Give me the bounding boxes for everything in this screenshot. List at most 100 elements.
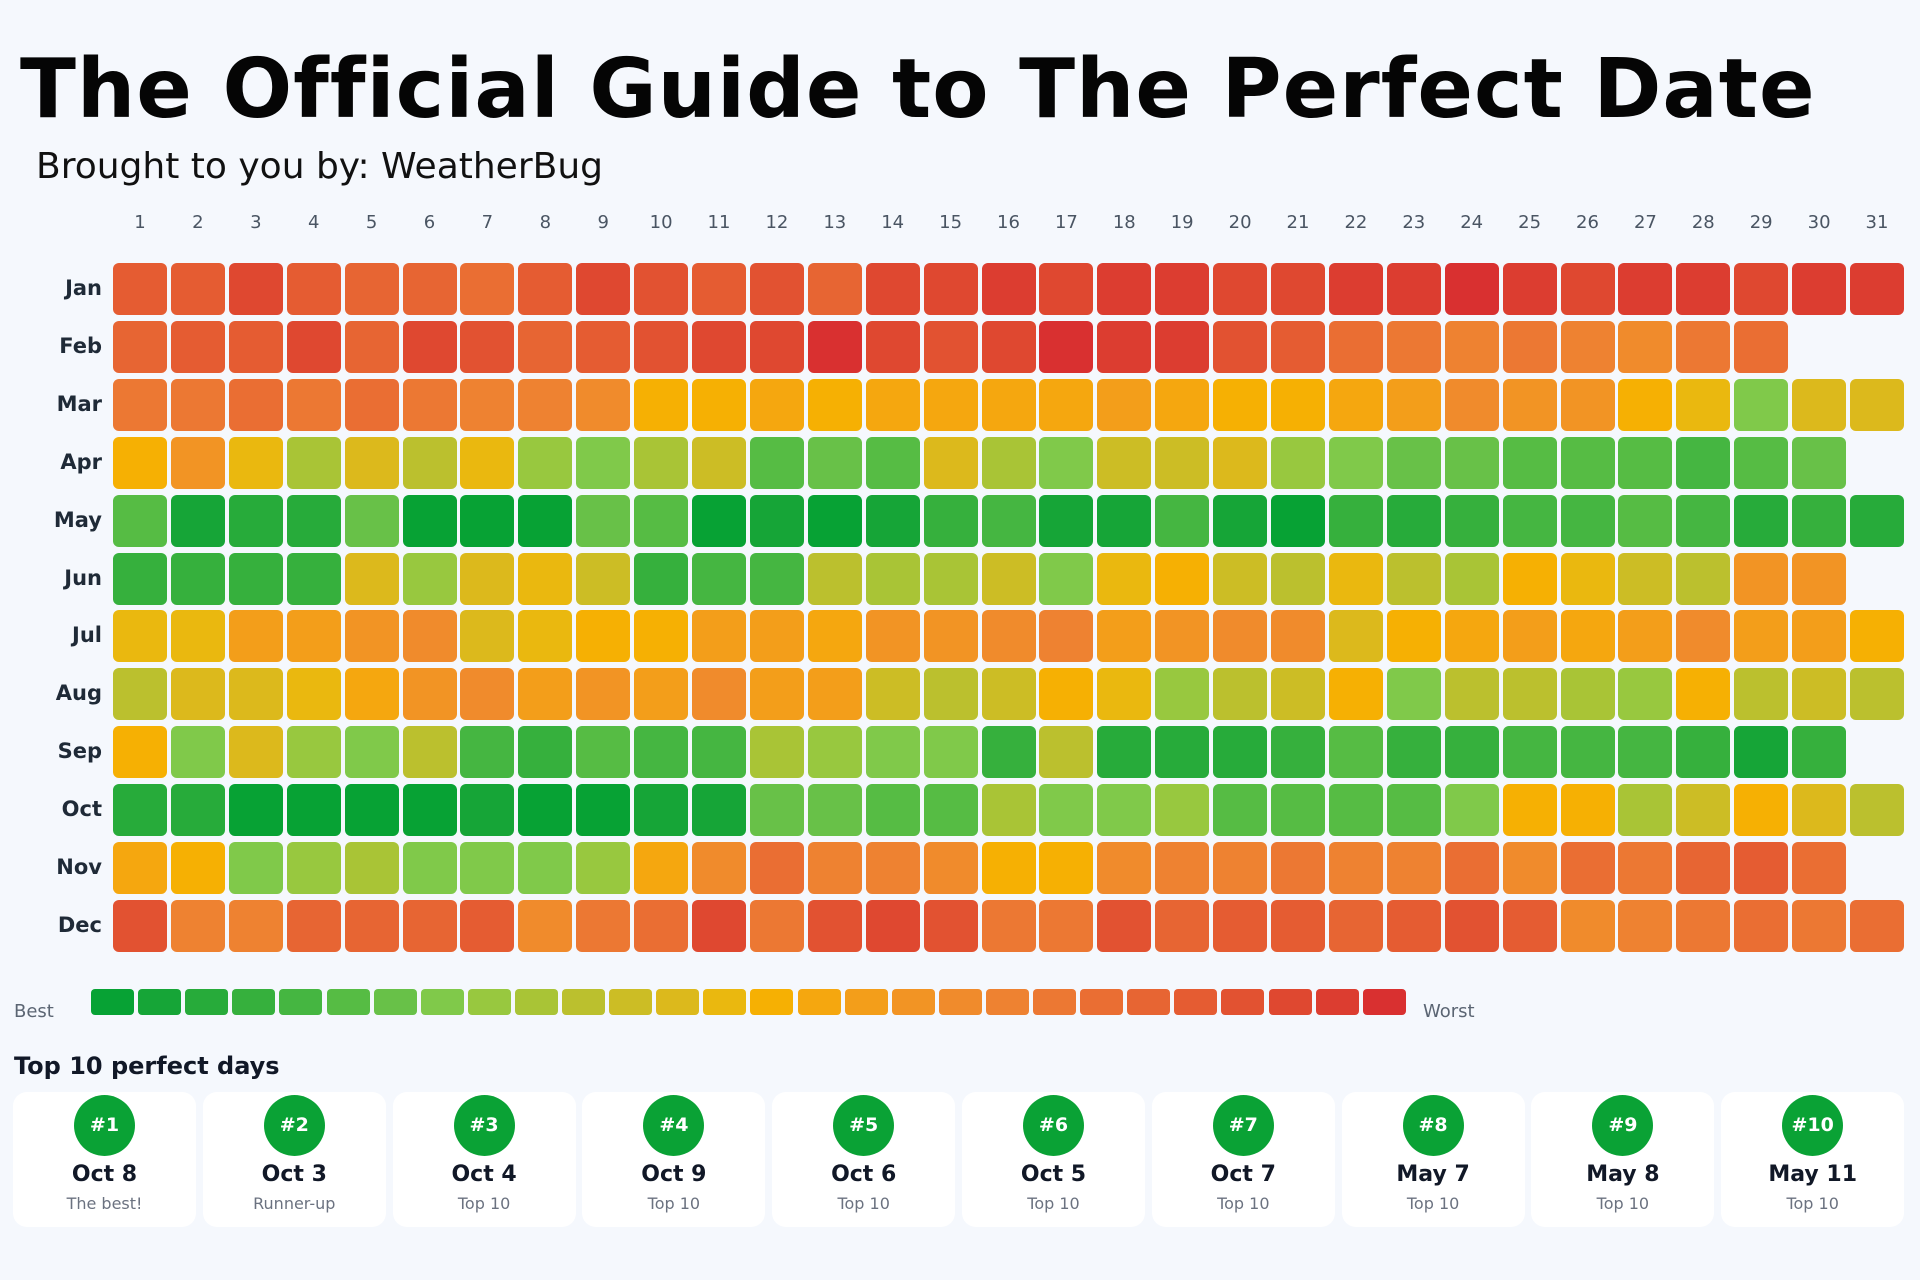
heatmap-cell[interactable] [1792, 552, 1847, 605]
heatmap-cell[interactable] [402, 726, 457, 779]
heatmap-cell[interactable] [1792, 436, 1847, 489]
heatmap-cell[interactable] [692, 263, 746, 315]
heatmap-cell[interactable] [576, 494, 631, 547]
heatmap-cell[interactable] [1386, 263, 1441, 315]
heatmap-cell[interactable] [1097, 784, 1152, 837]
heatmap-cell[interactable] [170, 899, 225, 952]
heatmap-cell[interactable] [1792, 726, 1847, 779]
heatmap-cell[interactable] [402, 263, 457, 315]
heatmap-cell[interactable] [749, 436, 804, 489]
heatmap-cell[interactable] [807, 610, 862, 663]
heatmap-cell[interactable] [1618, 726, 1673, 779]
heatmap-cell[interactable] [1502, 494, 1557, 547]
heatmap-cell[interactable] [518, 726, 573, 779]
heatmap-cell[interactable] [1792, 842, 1847, 894]
heatmap-cell[interactable] [807, 436, 862, 489]
heatmap-cell[interactable] [923, 552, 978, 605]
heatmap-cell[interactable] [1039, 378, 1094, 431]
heatmap-cell[interactable] [1039, 263, 1094, 315]
heatmap-cell[interactable] [1155, 668, 1210, 721]
heatmap-cell[interactable] [518, 436, 573, 489]
heatmap-cell[interactable] [344, 726, 399, 779]
heatmap-cell[interactable] [1676, 436, 1731, 489]
heatmap-cell[interactable] [1618, 494, 1673, 547]
heatmap-cell[interactable] [1386, 378, 1441, 431]
heatmap-cell[interactable] [286, 436, 341, 489]
heatmap-cell[interactable] [1676, 842, 1731, 894]
heatmap-cell[interactable] [1618, 552, 1673, 605]
heatmap-cell[interactable] [1792, 784, 1847, 837]
heatmap-cell[interactable] [1155, 784, 1210, 837]
heatmap-cell[interactable] [113, 842, 167, 894]
heatmap-cell[interactable] [634, 378, 689, 431]
top-day-card[interactable]: #5 Oct 6 Top 10 [772, 1092, 956, 1227]
heatmap-cell[interactable] [981, 436, 1036, 489]
heatmap-cell[interactable] [1386, 320, 1441, 373]
heatmap-cell[interactable] [1328, 436, 1383, 489]
heatmap-cell[interactable] [1213, 784, 1268, 837]
heatmap-cell[interactable] [749, 899, 804, 952]
heatmap-cell[interactable] [1213, 494, 1268, 547]
heatmap-cell[interactable] [1618, 842, 1673, 894]
heatmap-cell[interactable] [1618, 263, 1673, 315]
heatmap-cell[interactable] [402, 842, 457, 894]
heatmap-cell[interactable] [634, 899, 689, 952]
heatmap-cell[interactable] [1676, 668, 1731, 721]
heatmap-cell[interactable] [1676, 263, 1731, 315]
heatmap-cell[interactable] [576, 610, 631, 663]
heatmap-cell[interactable] [981, 842, 1036, 894]
heatmap-cell[interactable] [1271, 726, 1325, 779]
heatmap-cell[interactable] [1328, 494, 1383, 547]
heatmap-cell[interactable] [1213, 552, 1268, 605]
heatmap-cell[interactable] [923, 263, 978, 315]
heatmap-cell[interactable] [1386, 842, 1441, 894]
heatmap-cell[interactable] [460, 784, 515, 837]
heatmap-cell[interactable] [923, 899, 978, 952]
heatmap-cell[interactable] [1734, 320, 1789, 373]
heatmap-cell[interactable] [1792, 899, 1847, 952]
heatmap-cell[interactable] [113, 726, 167, 779]
heatmap-cell[interactable] [402, 668, 457, 721]
heatmap-cell[interactable] [1676, 494, 1731, 547]
heatmap-cell[interactable] [634, 784, 689, 837]
heatmap-cell[interactable] [1039, 842, 1094, 894]
heatmap-cell[interactable] [923, 842, 978, 894]
top-day-card[interactable]: #10 May 11 Top 10 [1721, 1092, 1905, 1227]
heatmap-cell[interactable] [286, 842, 341, 894]
heatmap-cell[interactable] [1328, 610, 1383, 663]
heatmap-cell[interactable] [460, 263, 515, 315]
heatmap-cell[interactable] [1097, 842, 1152, 894]
heatmap-cell[interactable] [807, 899, 862, 952]
heatmap-cell[interactable] [1734, 726, 1789, 779]
heatmap-cell[interactable] [1271, 552, 1325, 605]
heatmap-cell[interactable] [1734, 610, 1789, 663]
top-day-card[interactable]: #6 Oct 5 Top 10 [962, 1092, 1145, 1227]
heatmap-cell[interactable] [344, 610, 399, 663]
top-day-card[interactable]: #4 Oct 9 Top 10 [582, 1092, 766, 1227]
heatmap-cell[interactable] [1444, 320, 1499, 373]
heatmap-cell[interactable] [692, 320, 746, 373]
heatmap-cell[interactable] [1097, 320, 1152, 373]
heatmap-cell[interactable] [344, 784, 399, 837]
top-day-card[interactable]: #7 Oct 7 Top 10 [1151, 1092, 1335, 1227]
heatmap-cell[interactable] [1444, 610, 1499, 663]
heatmap-cell[interactable] [1271, 668, 1325, 721]
heatmap-cell[interactable] [692, 842, 746, 894]
top-day-card[interactable]: #9 May 8 Top 10 [1531, 1092, 1715, 1227]
heatmap-cell[interactable] [518, 378, 573, 431]
heatmap-cell[interactable] [170, 263, 225, 315]
heatmap-cell[interactable] [1155, 263, 1210, 315]
heatmap-cell[interactable] [1039, 610, 1094, 663]
heatmap-cell[interactable] [634, 668, 689, 721]
heatmap-cell[interactable] [981, 726, 1036, 779]
heatmap-cell[interactable] [1560, 610, 1615, 663]
heatmap-cell[interactable] [518, 610, 573, 663]
heatmap-cell[interactable] [1039, 668, 1094, 721]
heatmap-cell[interactable] [1213, 726, 1268, 779]
heatmap-cell[interactable] [1097, 610, 1152, 663]
heatmap-cell[interactable] [1328, 726, 1383, 779]
heatmap-cell[interactable] [518, 320, 573, 373]
heatmap-cell[interactable] [1328, 784, 1383, 837]
heatmap-cell[interactable] [1155, 552, 1210, 605]
heatmap-cell[interactable] [1386, 899, 1441, 952]
